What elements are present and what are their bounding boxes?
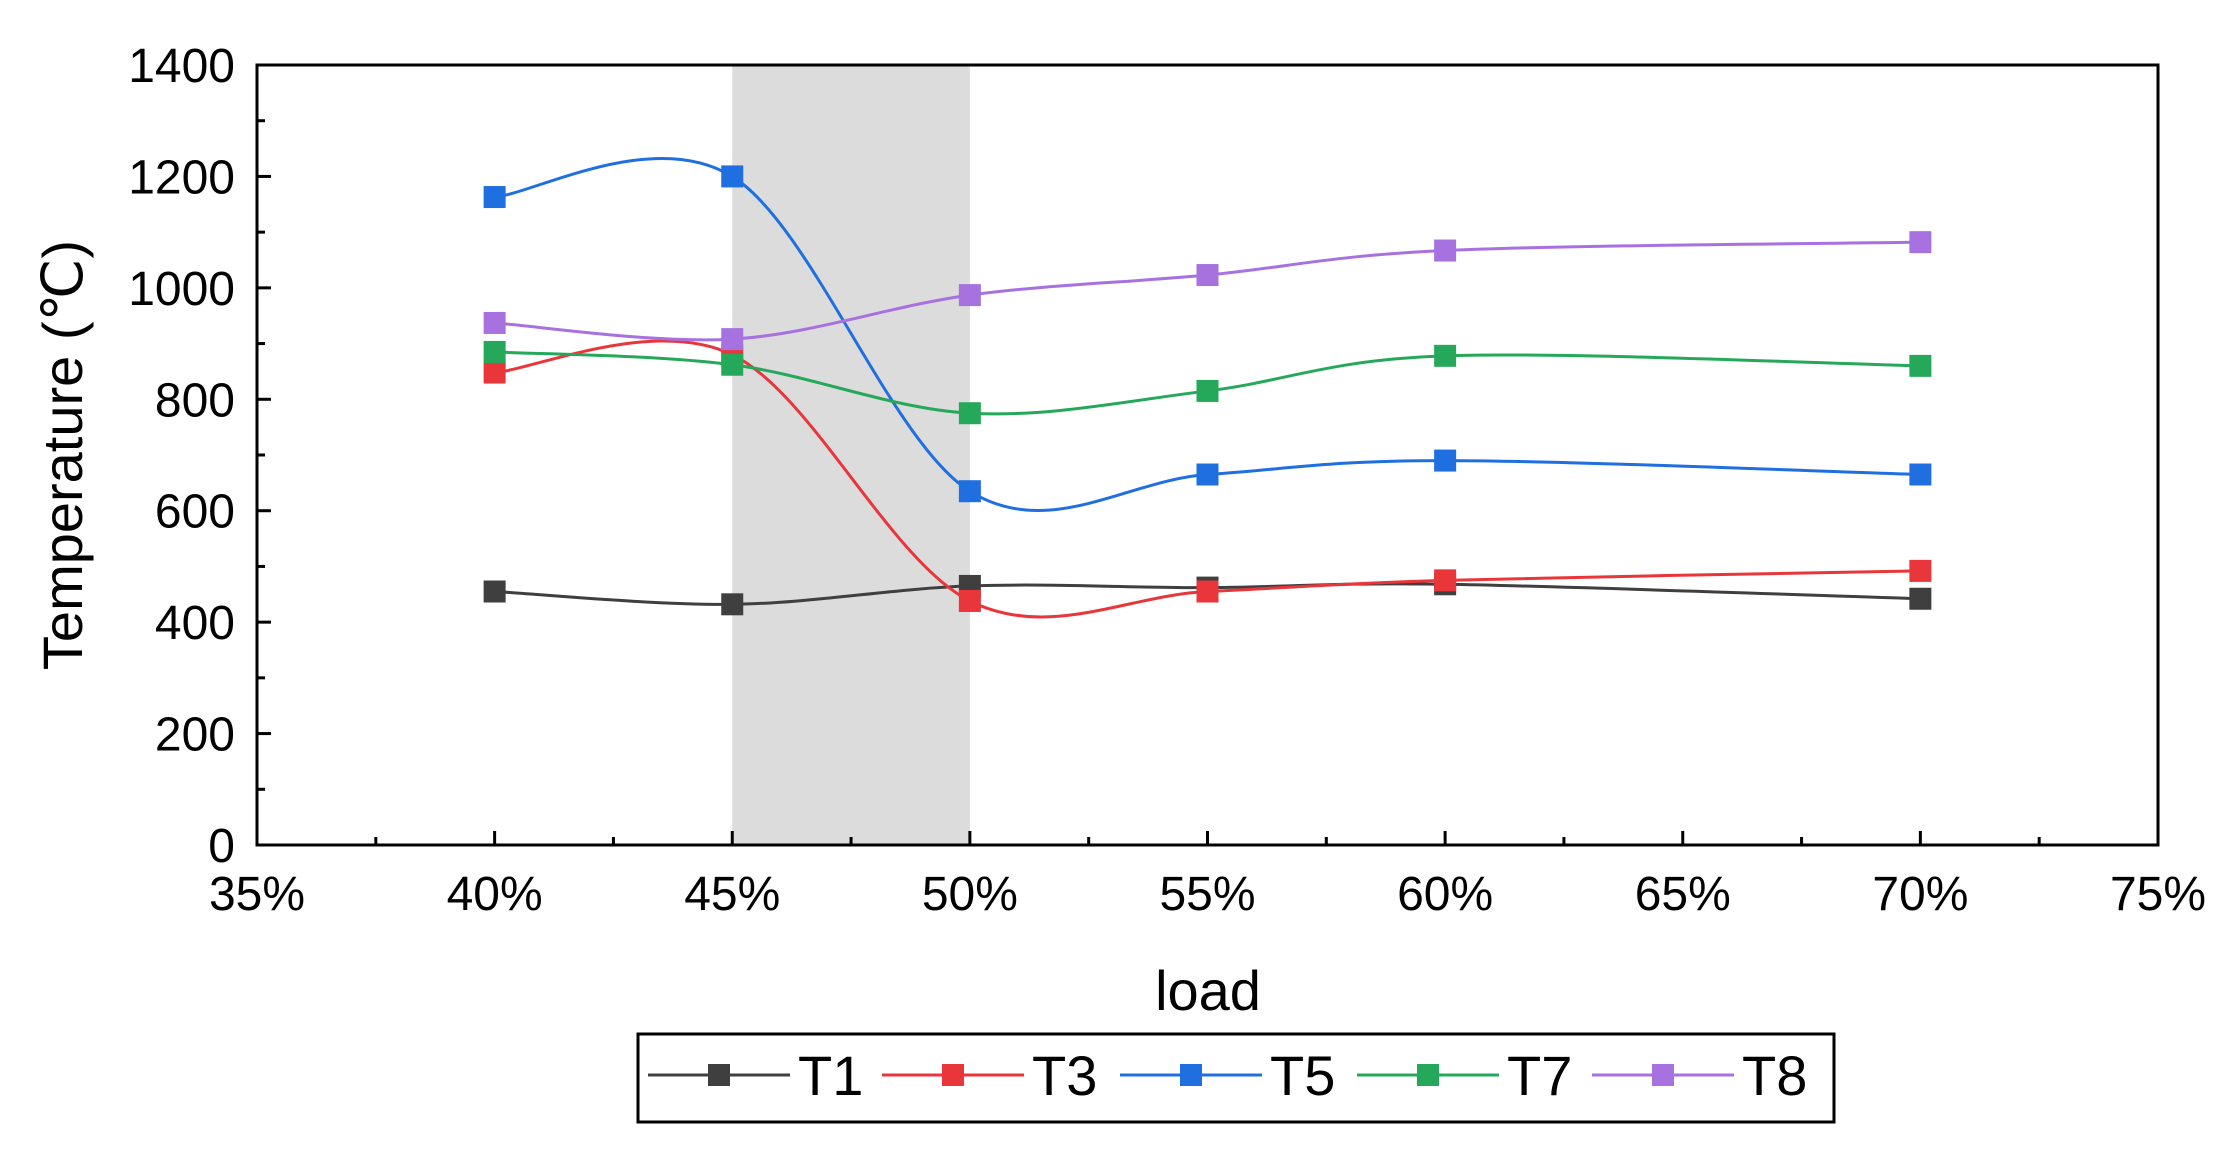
data-point-t8 <box>1909 231 1932 254</box>
legend-marker-t3 <box>942 1064 964 1086</box>
legend-label-t1: T1 <box>798 1044 863 1107</box>
data-point-t1 <box>721 593 744 616</box>
y-tick-label: 200 <box>155 709 235 762</box>
data-point-t5 <box>958 480 981 503</box>
data-point-t7 <box>721 353 744 376</box>
x-tick-label: 75% <box>2110 868 2206 921</box>
data-point-t8 <box>1196 264 1219 287</box>
x-tick-label: 70% <box>1872 868 1968 921</box>
data-point-t1 <box>483 580 506 603</box>
legend: T1 T3 T5 T7 T8 <box>636 1032 1836 1124</box>
data-point-t3 <box>1434 569 1457 592</box>
y-tick-label: 0 <box>208 820 235 873</box>
legend-marker-t7 <box>1417 1064 1439 1086</box>
data-point-t5 <box>1434 449 1457 472</box>
series-line-t8 <box>494 240 1921 342</box>
x-tick-label: 50% <box>922 868 1018 921</box>
data-point-t7 <box>1196 379 1219 402</box>
series-line-t7 <box>494 350 1921 416</box>
legend-label-t7: T7 <box>1507 1044 1572 1107</box>
x-tick-label: 65% <box>1635 868 1731 921</box>
legend-marker-t5 <box>1180 1064 1202 1086</box>
x-tick-label: 60% <box>1397 868 1493 921</box>
y-tick-label: 400 <box>155 597 235 650</box>
data-point-t1 <box>1909 587 1932 610</box>
legend-marker-t8 <box>1652 1064 1674 1086</box>
series-line-t3 <box>494 339 1921 619</box>
plot-frame <box>255 63 2160 847</box>
legend-marker-t1 <box>708 1064 730 1086</box>
series-t5 <box>483 157 1932 513</box>
series-t7 <box>483 340 1932 425</box>
y-tick-label: 1000 <box>128 263 235 316</box>
data-point-t3 <box>483 361 506 384</box>
data-point-t5 <box>483 186 506 209</box>
y-tick-label: 1200 <box>128 151 235 204</box>
data-point-t7 <box>958 402 981 425</box>
legend-label-t3: T3 <box>1032 1044 1097 1107</box>
data-point-t8 <box>1434 239 1457 262</box>
data-point-t7 <box>483 340 506 363</box>
data-point-t5 <box>721 165 744 188</box>
legend-box <box>636 1032 1836 1124</box>
data-point-t7 <box>1434 344 1457 367</box>
data-point-t3 <box>1196 580 1219 603</box>
data-point-t8 <box>958 284 981 307</box>
x-tick-label: 55% <box>1159 868 1255 921</box>
y-axis-title: Temperature (℃) <box>31 240 94 670</box>
series-line-t1 <box>494 582 1921 606</box>
data-point-t7 <box>1909 354 1932 377</box>
y-tick-label: 800 <box>155 374 235 427</box>
data-point-t3 <box>958 589 981 612</box>
legend-label-t8: T8 <box>1742 1044 1807 1107</box>
data-point-t3 <box>1909 559 1932 582</box>
x-axis-title: load <box>1155 959 1261 1022</box>
x-tick-label: 40% <box>447 868 543 921</box>
data-point-t5 <box>1196 463 1219 486</box>
x-tick-label: 45% <box>684 868 780 921</box>
series-t8 <box>483 231 1932 351</box>
shaded-region <box>732 65 970 845</box>
y-tick-label: 600 <box>155 486 235 539</box>
data-point-t5 <box>1909 463 1932 486</box>
y-tick-label: 1400 <box>128 40 235 93</box>
data-point-t8 <box>483 311 506 334</box>
series-line-t5 <box>494 157 1921 513</box>
x-tick-label: 35% <box>209 868 305 921</box>
legend-label-t5: T5 <box>1270 1044 1335 1107</box>
data-point-t8 <box>721 328 744 351</box>
